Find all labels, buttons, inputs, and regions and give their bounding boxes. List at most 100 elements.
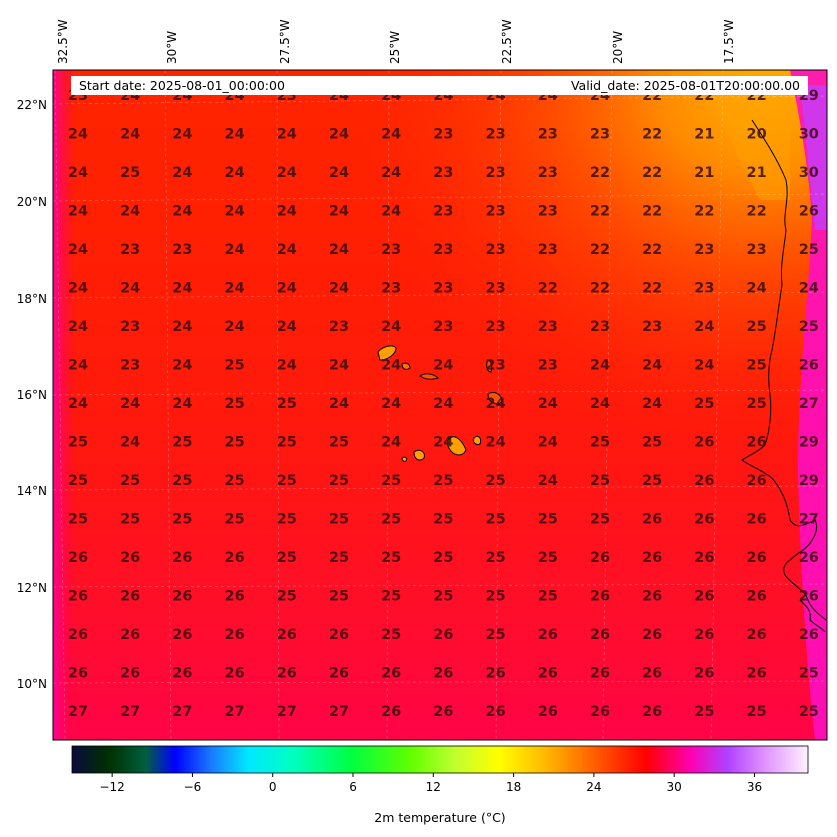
grid-value: 25 (329, 435, 349, 451)
grid-value: 25 (799, 666, 819, 682)
grid-value: 26 (694, 589, 714, 605)
grid-value: 26 (486, 704, 506, 720)
grid-value: 25 (120, 473, 140, 489)
map-plot-area: 23 24 24 24 23 24 24 24 24 24 24 22 22 22 29 24 24 24 24 24… (53, 70, 827, 740)
lat-label: 14°N (17, 484, 47, 498)
grid-value: 24 (538, 396, 558, 412)
grid-value: 24 (277, 204, 297, 220)
grid-value: 26 (68, 627, 88, 643)
island-sao-vicente (401, 362, 411, 370)
grid-value: 25 (225, 358, 245, 374)
grid-value: 25 (68, 512, 88, 528)
grid-value: 24 (277, 358, 297, 374)
grid-value: 26 (694, 512, 714, 528)
grid-value: 25 (172, 473, 192, 489)
colorbar-tick-label: 6 (349, 780, 357, 794)
grid-value: 26 (225, 627, 245, 643)
grid-value: 25 (381, 627, 401, 643)
grid-value: 26 (68, 666, 88, 682)
grid-value: 23 (486, 127, 506, 143)
colorbar-title: 2m temperature (°C) (374, 810, 505, 825)
grid-value: 25 (329, 550, 349, 566)
grid-value: 24 (381, 127, 401, 143)
grid-value: 24 (486, 396, 506, 412)
grid-value: 25 (277, 512, 297, 528)
hot-coastal-strip (790, 70, 827, 740)
grid-value: 26 (538, 666, 558, 682)
grid-value: 24 (642, 358, 662, 374)
grid-value: 20 (747, 127, 767, 143)
grid-value: 26 (642, 589, 662, 605)
grid-value: 26 (694, 550, 714, 566)
grid-value: 24 (120, 435, 140, 451)
coast-island-detail (799, 599, 826, 633)
grid-value: 24 (381, 204, 401, 220)
grid-value: 27 (799, 396, 819, 412)
grid-value: 26 (642, 704, 662, 720)
grid-value: 26 (277, 627, 297, 643)
grid-value: 25 (538, 589, 558, 605)
grid-value: 22 (590, 242, 610, 258)
grid-value: 26 (120, 666, 140, 682)
grid-value: 29 (799, 473, 819, 489)
grid-value: 24 (538, 435, 558, 451)
grid-value: 24 (172, 204, 192, 220)
grid-value: 26 (329, 627, 349, 643)
grid-value: 25 (277, 396, 297, 412)
grid-value: 26 (747, 666, 767, 682)
grid-value: 23 (486, 242, 506, 258)
grid-value: 25 (486, 473, 506, 489)
grid-value: 26 (277, 666, 297, 682)
grid-value: 26 (694, 435, 714, 451)
grid-value: 24 (172, 127, 192, 143)
grid-value: 24 (68, 165, 88, 181)
grid-value: 25 (486, 512, 506, 528)
grid-value: 23 (172, 242, 192, 258)
grid-value: 26 (172, 550, 192, 566)
grid-value: 26 (120, 627, 140, 643)
grid-value: 26 (433, 704, 453, 720)
grid-value: 24 (590, 396, 610, 412)
grid-value: 22 (642, 127, 662, 143)
grid-value: 25 (433, 550, 453, 566)
grid-value: 26 (590, 666, 610, 682)
grid-value: 26 (590, 704, 610, 720)
grid-value: 25 (747, 704, 767, 720)
grid-value: 21 (747, 165, 767, 181)
lon-label: 20°W (611, 31, 625, 64)
lon-label: 22.5°W (500, 19, 514, 64)
grid-value: 23 (433, 127, 453, 143)
grid-value: 24 (381, 435, 401, 451)
grid-value: 25 (329, 473, 349, 489)
grid-value: 23 (381, 281, 401, 297)
colorbar-tick-label: 30 (667, 780, 682, 794)
grid-value: 24 (747, 281, 767, 297)
grid-value: 24 (799, 281, 819, 297)
grid-value: 24 (538, 473, 558, 489)
island-sal (486, 360, 493, 373)
grid-value: 22 (747, 204, 767, 220)
grid-value: 23 (538, 358, 558, 374)
colorbar-tick-label: −12 (99, 780, 124, 794)
grid-value: 24 (68, 281, 88, 297)
grid-value: 24 (172, 396, 192, 412)
grid-value: 26 (694, 627, 714, 643)
cape-verde-islands (377, 345, 503, 462)
grid-value: 24 (329, 204, 349, 220)
grid-value: 24 (486, 435, 506, 451)
grid-value: 29 (799, 435, 819, 451)
grid-value: 25 (694, 396, 714, 412)
grid-value: 22 (590, 281, 610, 297)
island-maio (473, 435, 481, 445)
grid-value: 26 (799, 627, 819, 643)
grid-value: 25 (277, 435, 297, 451)
grid-value: 26 (590, 550, 610, 566)
valid-date-label: Valid_date: 2025-08-01T20:00:00.00 (571, 78, 800, 93)
grid-value: 24 (172, 281, 192, 297)
grid-value: 25 (68, 435, 88, 451)
grid-value: 25 (433, 512, 453, 528)
grid-value: 26 (642, 550, 662, 566)
grid-value: 26 (433, 627, 453, 643)
grid-value: 25 (225, 473, 245, 489)
grid-value: 21 (694, 127, 714, 143)
